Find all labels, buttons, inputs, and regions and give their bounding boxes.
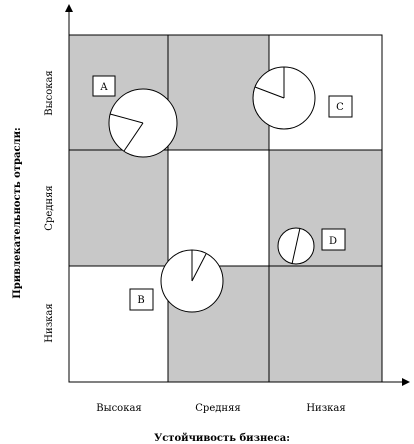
business-c-wedge-edge-2 (254, 86, 285, 99)
business-b-label-box (129, 288, 154, 311)
matrix-cell-r2-c0 (68, 265, 169, 383)
matrix-cell-r1-c0 (68, 149, 169, 267)
business-d-wedge-edge-1 (295, 227, 301, 247)
business-a-label: A (99, 82, 108, 93)
business-d-wedge-edge-2 (291, 245, 297, 265)
matrix-cell-r0-c1 (167, 34, 270, 151)
business-a-label-box (92, 75, 116, 97)
matrix-cell-r2-c2 (268, 265, 383, 383)
business-d-label-box (321, 228, 346, 251)
business-c: C (252, 66, 353, 130)
business-a-wedge-edge-2 (123, 122, 144, 152)
business-c-label-box (328, 95, 353, 118)
business-c-label: C (336, 102, 344, 113)
y-level-low: Низкая (44, 303, 55, 342)
y-level-high: Высокая (44, 70, 55, 115)
y-level-medium: Средняя (44, 185, 55, 230)
y-axis-title: Привлекательность отрасли: (12, 127, 23, 298)
business-b: B (129, 249, 224, 313)
x-level-medium: Средняя (195, 403, 240, 414)
business-a: A (92, 75, 178, 158)
x-level-low: Низкая (306, 403, 345, 414)
business-a-wedge-edge-1 (109, 113, 144, 124)
matrix-cell-r1-c1 (167, 149, 270, 267)
business-b-label: B (137, 295, 144, 306)
business-b-wedge-edge-2 (191, 253, 207, 282)
matrix-cells (68, 34, 383, 383)
x-axis-title: Устойчивость бизнеса: (154, 433, 290, 444)
x-level-high: Высокая (96, 403, 141, 414)
business-d-label: D (329, 236, 337, 247)
business-d: D (277, 227, 346, 265)
